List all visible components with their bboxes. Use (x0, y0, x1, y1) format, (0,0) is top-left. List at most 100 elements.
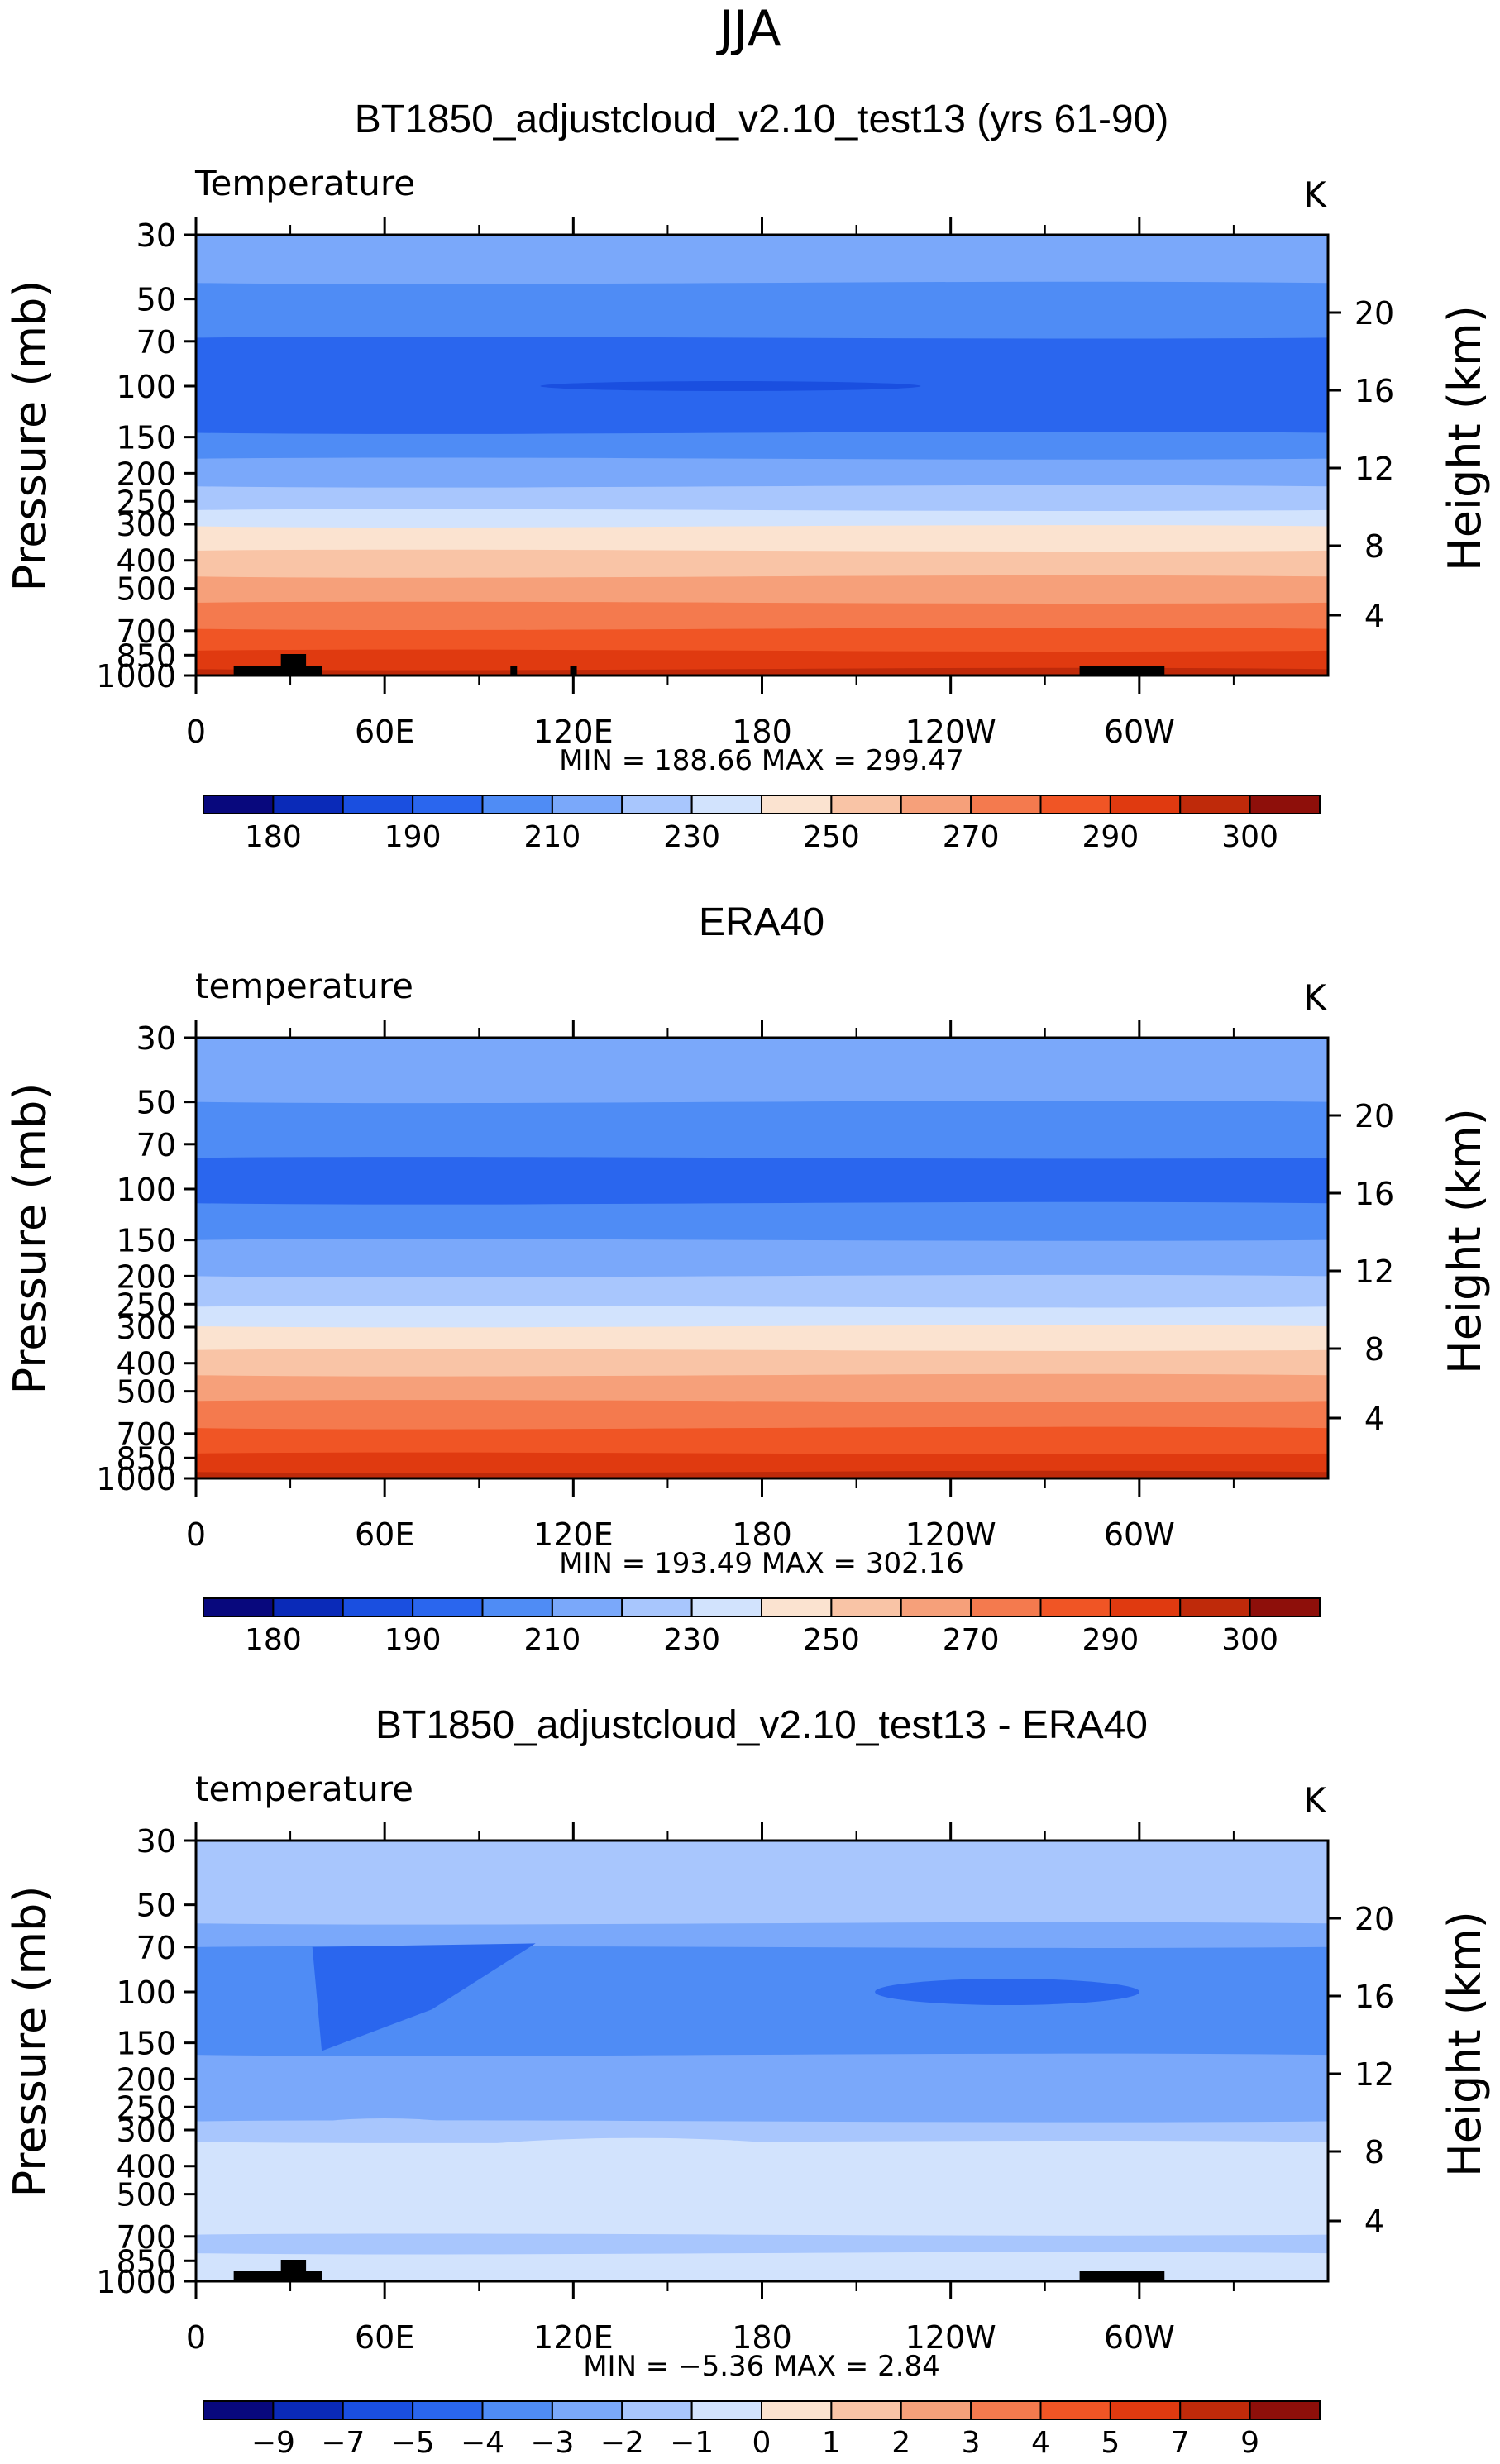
colorbar-swatch (761, 1597, 833, 1617)
contour-band (196, 1101, 1328, 1160)
contour-band (196, 509, 1328, 528)
contour-band (196, 1201, 1328, 1242)
colorbar-swatch (970, 1597, 1042, 1617)
chart-title: ERA40 (699, 900, 824, 944)
pressure-tick-label: 200 (116, 2061, 176, 2098)
colorbar-label: −2 (600, 2426, 644, 2460)
colorbar-label: −1 (670, 2426, 714, 2460)
colorbar-swatch (342, 1597, 414, 1617)
colorbar-swatch (551, 2400, 623, 2420)
y-axis-label: Pressure (mb) (4, 1886, 56, 2198)
variable-label: temperature (195, 966, 413, 1006)
x-tick-label: 120E (533, 1516, 614, 1553)
height-tick-label: 16 (1354, 1979, 1394, 2015)
topography-mask (233, 666, 322, 676)
contour-band (196, 1274, 1328, 1309)
y-axis-label-right: Height (km) (1439, 1108, 1491, 1374)
colorbar-swatch (412, 1597, 484, 1617)
contour-band (196, 628, 1328, 652)
height-tick-label: 12 (1354, 2056, 1394, 2093)
pressure-tick-label: 400 (116, 2149, 176, 2185)
height-tick-label: 20 (1354, 1901, 1394, 1937)
x-tick-label: 60E (355, 2319, 414, 2356)
colorbar-label: 250 (803, 820, 860, 854)
topography-mask (570, 666, 577, 676)
pressure-tick-label: 30 (136, 1020, 176, 1057)
contour-band (196, 601, 1328, 631)
pressure-tick-label: 30 (136, 217, 176, 254)
pressure-tick-label: 250 (116, 484, 176, 520)
colorbar-label: 7 (1171, 2426, 1190, 2460)
contour-band (196, 1306, 1328, 1328)
height-tick-label: 8 (1364, 528, 1384, 565)
colorbar-swatch (1039, 1597, 1111, 1617)
pressure-tick-label: 150 (116, 420, 176, 456)
pressure-tick-label: 100 (116, 369, 176, 405)
colorbar-label: 4 (1031, 2426, 1050, 2460)
colorbar-swatch (481, 795, 553, 814)
colorbar-swatch (900, 1597, 972, 1617)
contour-band (196, 1038, 1328, 1104)
colorbar-swatch (970, 2400, 1042, 2420)
colorbar-swatch (551, 1597, 623, 1617)
colorbar-swatch (1249, 2400, 1321, 2420)
colorbar-swatch (342, 795, 414, 814)
plot-area (196, 1038, 1328, 1478)
topography-mask (280, 2260, 307, 2281)
chart-panel-1: BT1850_adjustcloud_v2.10_test13 (yrs 61-… (4, 98, 1491, 854)
contour-band (196, 525, 1328, 552)
contour-band (196, 1922, 1328, 1949)
y-axis-label: Pressure (mb) (4, 280, 56, 592)
pressure-tick-label: 500 (116, 571, 176, 608)
x-tick-label: 180 (732, 714, 792, 750)
colorbar-label: −3 (530, 2426, 574, 2460)
colorbar-swatch (272, 1597, 344, 1617)
colorbar-label: 210 (524, 820, 581, 854)
colorbar-swatch (1179, 795, 1251, 814)
pressure-tick-label: 100 (116, 1975, 176, 2011)
plot-area (196, 235, 1328, 676)
colorbar-swatch (412, 795, 484, 814)
pressure-tick-label: 500 (116, 2177, 176, 2213)
colorbar-label: 5 (1101, 2426, 1120, 2460)
colorbar-label: 230 (663, 820, 720, 854)
pressure-tick-label: 50 (136, 1085, 176, 1121)
colorbar-swatch (830, 1597, 902, 1617)
height-tick-label: 16 (1354, 373, 1394, 409)
near-zero-contour (363, 2137, 910, 2213)
colorbar-swatch (690, 2400, 762, 2420)
colorbar-label: 180 (245, 1623, 302, 1657)
pressure-tick-label: 200 (116, 456, 176, 492)
colorbar-swatch (1249, 1597, 1321, 1617)
colorbar-swatch (1249, 795, 1321, 814)
pressure-tick-label: 500 (116, 1374, 176, 1411)
x-tick-label: 60W (1104, 714, 1175, 750)
colorbar-label: 300 (1221, 820, 1278, 854)
colorbar-swatch (690, 1597, 762, 1617)
contour-band (196, 1325, 1328, 1352)
colorbar-label: −4 (461, 2426, 504, 2460)
colorbar-label: 1 (822, 2426, 841, 2460)
pressure-tick-label: 70 (136, 1127, 176, 1163)
chart-title: BT1850_adjustcloud_v2.10_test13 (yrs 61-… (355, 98, 1169, 141)
x-tick-label: 60E (355, 1516, 414, 1553)
pressure-tick-label: 1000 (96, 2264, 176, 2300)
height-tick-label: 20 (1354, 295, 1394, 332)
pressure-tick-label: 250 (116, 1287, 176, 1323)
colorbar-swatch (272, 2400, 344, 2420)
colorbar-label: 190 (385, 820, 442, 854)
pressure-tick-label: 700 (116, 2219, 176, 2256)
colorbar-swatch (551, 795, 623, 814)
colorbar-label: 180 (245, 820, 302, 854)
pressure-tick-label: 70 (136, 1930, 176, 1966)
colorbar-label: 190 (385, 1623, 442, 1657)
y-axis-label-right: Height (km) (1439, 1911, 1491, 2177)
colorbar-swatch (900, 2400, 972, 2420)
pressure-tick-label: 850 (116, 637, 176, 674)
colorbar-label: 270 (943, 820, 1000, 854)
height-tick-label: 4 (1364, 2204, 1384, 2240)
pressure-tick-label: 250 (116, 2089, 176, 2126)
colorbar-label: 290 (1082, 820, 1139, 854)
height-tick-label: 12 (1354, 1253, 1394, 1290)
